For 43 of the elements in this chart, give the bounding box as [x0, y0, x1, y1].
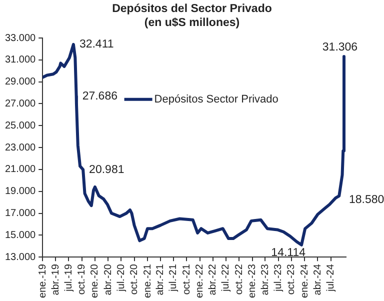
- y-tick-label: 17.000: [4, 208, 36, 220]
- x-tick-label: abr.-24: [312, 264, 324, 296]
- x-tick-label: jul.-19: [63, 264, 74, 292]
- x-tick-label: ene.-19: [37, 264, 48, 298]
- y-tick-label: 19.000: [4, 186, 36, 198]
- x-tick-label: ene.-24: [299, 264, 310, 298]
- x-tick-label: oct.-20: [129, 264, 140, 295]
- x-tick-label: oct.-19: [76, 264, 88, 295]
- x-tick-label: jul.-23: [273, 264, 284, 292]
- y-tick-label: 25.000: [4, 120, 36, 132]
- x-tick-label: jul.-21: [168, 264, 180, 292]
- x-tick-label: abr.-20: [102, 264, 114, 296]
- x-tick-label: abr.-21: [155, 264, 166, 296]
- x-tick-label: abr.-23: [260, 264, 271, 296]
- annotation: 14.114: [271, 247, 306, 260]
- x-tick-label: abr.-22: [208, 264, 219, 296]
- x-tick-label: jul.-20: [116, 264, 127, 292]
- y-tick-label: 31.000: [4, 54, 36, 66]
- y-tick-label: 27.000: [4, 98, 36, 110]
- y-tick-label: 15.000: [4, 230, 36, 241]
- legend-label: Depósitos Sector Privado: [154, 93, 278, 106]
- annotation: 18.580: [349, 194, 384, 206]
- x-tick-label: jul.-24: [326, 264, 337, 292]
- chart-subtitle: (en u$S millones): [143, 16, 241, 30]
- x-tick-label: ene.-22: [194, 264, 206, 298]
- x-tick-label: oct.-23: [286, 264, 298, 295]
- x-tick-label: ene.-23: [247, 264, 258, 298]
- annotation: 31.306: [322, 42, 358, 54]
- x-tick-label: oct.-21: [181, 264, 192, 295]
- x-tick-label: jul.-22: [220, 264, 232, 292]
- x-tick-label: oct.-22: [234, 264, 245, 295]
- y-tick-label: 13.000: [4, 252, 36, 263]
- y-tick-label: 21.000: [4, 164, 36, 176]
- annotation: 20.981: [89, 164, 124, 176]
- x-tick-label: ene.-20: [90, 264, 101, 298]
- y-tick-label: 33.000: [4, 32, 36, 44]
- annotation: 32.411: [79, 38, 114, 51]
- y-tick-label: 29.000: [4, 76, 36, 88]
- chart-title: Depósitos del Sector Privado: [111, 2, 273, 16]
- y-tick-label: 23.000: [4, 142, 36, 154]
- x-tick-label: abr.-19: [50, 264, 62, 296]
- annotation: 27.686: [82, 90, 118, 102]
- x-tick-label: ene.-21: [142, 264, 154, 298]
